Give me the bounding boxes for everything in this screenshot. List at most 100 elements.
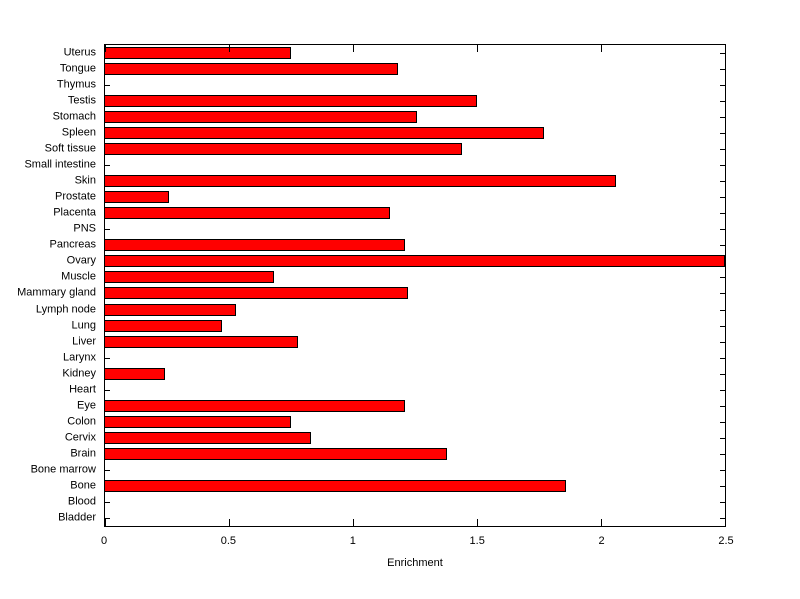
bar: [105, 95, 477, 108]
y-tick-left: [105, 85, 110, 87]
x-tick-label: 0.5: [220, 535, 237, 547]
x-tick-top: [601, 45, 602, 52]
category-label: Lymph node: [35, 303, 96, 316]
bar-row: Muscle: [61, 269, 725, 285]
x-tick-top: [353, 45, 354, 52]
y-tick-right: [720, 453, 725, 455]
y-tick-right: [720, 165, 725, 167]
plot-rows: Uterus Tongue Thymus Testis Stomach Spleen Sof…: [17, 45, 725, 526]
x-tick-label: 0: [100, 535, 108, 547]
bar: [105, 447, 448, 460]
bar: [105, 255, 725, 268]
category-label: Blood: [67, 495, 96, 508]
category-label: Soft tissue: [44, 142, 96, 155]
bar: [105, 143, 463, 156]
bar: [105, 271, 274, 284]
bar-row: Small intestine: [24, 157, 725, 173]
y-tick-left: [105, 165, 110, 167]
bar-row: Mammary gland: [17, 285, 725, 301]
y-tick-right: [720, 149, 725, 151]
bar-row: Blood: [68, 494, 725, 510]
bar: [105, 335, 299, 348]
bar-row: Thymus: [57, 77, 725, 93]
x-tick-top: [725, 45, 726, 52]
bar-row: Testis: [68, 93, 725, 109]
y-tick-right: [720, 325, 725, 327]
bar-row: Bone: [70, 478, 725, 494]
y-tick-right: [720, 245, 725, 247]
bar-row: Skin: [75, 173, 725, 189]
y-tick-left: [105, 469, 110, 471]
y-tick-right: [720, 117, 725, 119]
category-label: Larynx: [62, 351, 96, 364]
category-label: Uterus: [63, 46, 96, 59]
x-tick-bottom: [725, 519, 726, 526]
category-label: Testis: [67, 94, 96, 107]
bar-row: Brain: [70, 446, 725, 462]
y-tick-right: [720, 421, 725, 423]
category-label: Small intestine: [24, 158, 96, 171]
x-tick-bottom: [601, 519, 602, 526]
y-tick-right: [720, 341, 725, 343]
x-tick-label: 2: [598, 535, 605, 547]
y-tick-left: [105, 501, 110, 503]
bar-row: Stomach: [53, 109, 725, 125]
y-tick-right: [720, 69, 725, 71]
bar: [105, 415, 291, 428]
y-tick-right: [720, 309, 725, 311]
x-tick-bottom: [105, 519, 106, 526]
category-label: Stomach: [52, 110, 96, 123]
bar: [105, 175, 616, 188]
x-tick-top: [105, 45, 106, 52]
bar: [105, 63, 398, 76]
bar-row: Bladder: [58, 510, 725, 526]
category-label: Colon: [67, 415, 96, 428]
y-tick-right: [720, 133, 725, 135]
y-tick-left: [105, 517, 110, 519]
y-tick-right: [720, 485, 725, 487]
bar: [105, 207, 391, 220]
x-tick-label: 2.5: [718, 535, 734, 547]
y-tick-left: [105, 357, 110, 359]
bar-row: Colon: [67, 414, 725, 430]
bar: [105, 47, 291, 60]
y-tick-right: [720, 181, 725, 183]
y-tick-right: [720, 197, 725, 199]
bar: [105, 319, 222, 332]
y-tick-right: [720, 277, 725, 279]
bar-row: Eye: [77, 398, 725, 414]
bar: [105, 191, 170, 204]
y-tick-right: [720, 501, 725, 503]
bar: [105, 367, 165, 380]
bar: [105, 111, 418, 124]
x-tick-label: 1: [349, 535, 356, 547]
bar-row: Lymph node: [36, 302, 725, 318]
category-label: Skin: [74, 174, 96, 187]
y-tick-right: [720, 229, 725, 231]
category-label: PNS: [73, 222, 96, 235]
y-tick-left: [105, 229, 110, 231]
category-label: Cervix: [64, 431, 96, 444]
category-label: Lung: [71, 319, 96, 332]
bar-row: Lung: [72, 318, 725, 334]
category-label: Pancreas: [49, 238, 96, 251]
category-label: Mammary gland: [17, 286, 96, 299]
x-tick-top: [229, 45, 230, 52]
x-tick-top: [477, 45, 478, 52]
bar: [105, 303, 237, 316]
category-label: Bone: [70, 479, 96, 492]
bar-row: Larynx: [63, 350, 725, 366]
y-tick-right: [720, 53, 725, 55]
bar-row: Pancreas: [50, 237, 725, 253]
category-label: Placenta: [53, 206, 96, 219]
y-tick-right: [720, 373, 725, 375]
y-tick-right: [720, 357, 725, 359]
x-axis-label: Enrichment: [387, 557, 443, 569]
category-label: Prostate: [55, 190, 96, 203]
bar: [105, 287, 408, 300]
bar-row: Cervix: [65, 430, 725, 446]
bar: [105, 399, 406, 412]
x-tick-bottom: [353, 519, 354, 526]
x-tick-labels: 0 0.5 1 1.5 2 2.5: [100, 535, 734, 550]
